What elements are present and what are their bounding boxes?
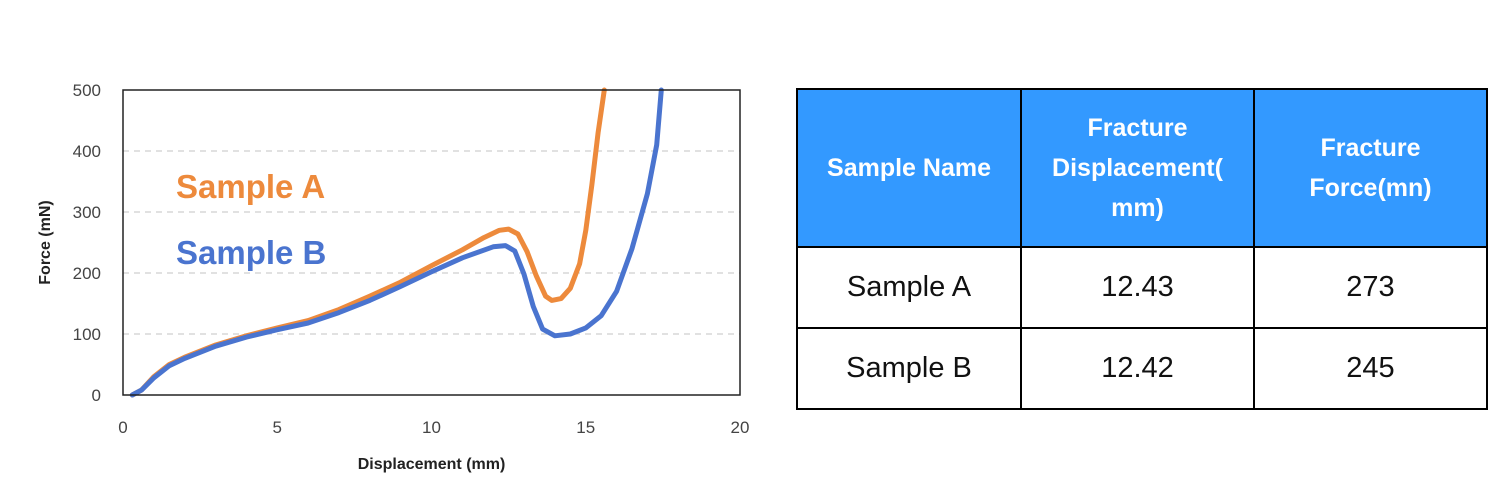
table-row: Sample B 12.42 245 xyxy=(796,327,1488,410)
cell-fracture-displacement: 12.42 xyxy=(1020,327,1255,410)
series-label-sample-b: Sample B xyxy=(176,234,326,271)
series-label-sample-a: Sample A xyxy=(176,168,325,205)
x-tick-label: 15 xyxy=(576,418,595,437)
fracture-results-table: Sample Name Fracture Displacement( mm) F… xyxy=(796,88,1488,410)
header-sample-name: Sample Name xyxy=(796,88,1022,248)
x-tick-label: 0 xyxy=(118,418,127,437)
y-tick-label: 400 xyxy=(73,142,101,161)
y-tick-label: 200 xyxy=(73,264,101,283)
cell-sample-name: Sample B xyxy=(796,327,1022,410)
table-header-row: Sample Name Fracture Displacement( mm) F… xyxy=(796,88,1488,248)
tick-labels: 0 100 200 300 400 500 0 5 10 15 20 xyxy=(73,81,750,437)
cell-fracture-force: 245 xyxy=(1253,327,1488,410)
series-line-sample-b xyxy=(129,87,664,398)
header-fracture-force: Fracture Force(mn) xyxy=(1253,88,1488,248)
x-axis-title: Displacement (mm) xyxy=(358,456,506,473)
cell-sample-name: Sample A xyxy=(796,246,1022,329)
y-tick-label: 300 xyxy=(73,203,101,222)
series-lines xyxy=(129,87,664,398)
y-tick-label: 500 xyxy=(73,81,101,100)
x-tick-label: 10 xyxy=(422,418,441,437)
cell-fracture-displacement: 12.43 xyxy=(1020,246,1255,329)
cell-fracture-force: 273 xyxy=(1253,246,1488,329)
force-displacement-chart: 0 100 200 300 400 500 0 5 10 15 20 Displacement (m… xyxy=(37,81,750,473)
y-tick-label: 0 xyxy=(92,386,101,405)
header-fracture-displacement: Fracture Displacement( mm) xyxy=(1020,88,1255,248)
y-axis-title: Force (mN) xyxy=(37,200,54,284)
plot-frame xyxy=(122,89,741,396)
table-row: Sample A 12.43 273 xyxy=(796,246,1488,329)
x-tick-label: 20 xyxy=(731,418,750,437)
x-tick-label: 5 xyxy=(273,418,282,437)
y-tick-label: 100 xyxy=(73,325,101,344)
